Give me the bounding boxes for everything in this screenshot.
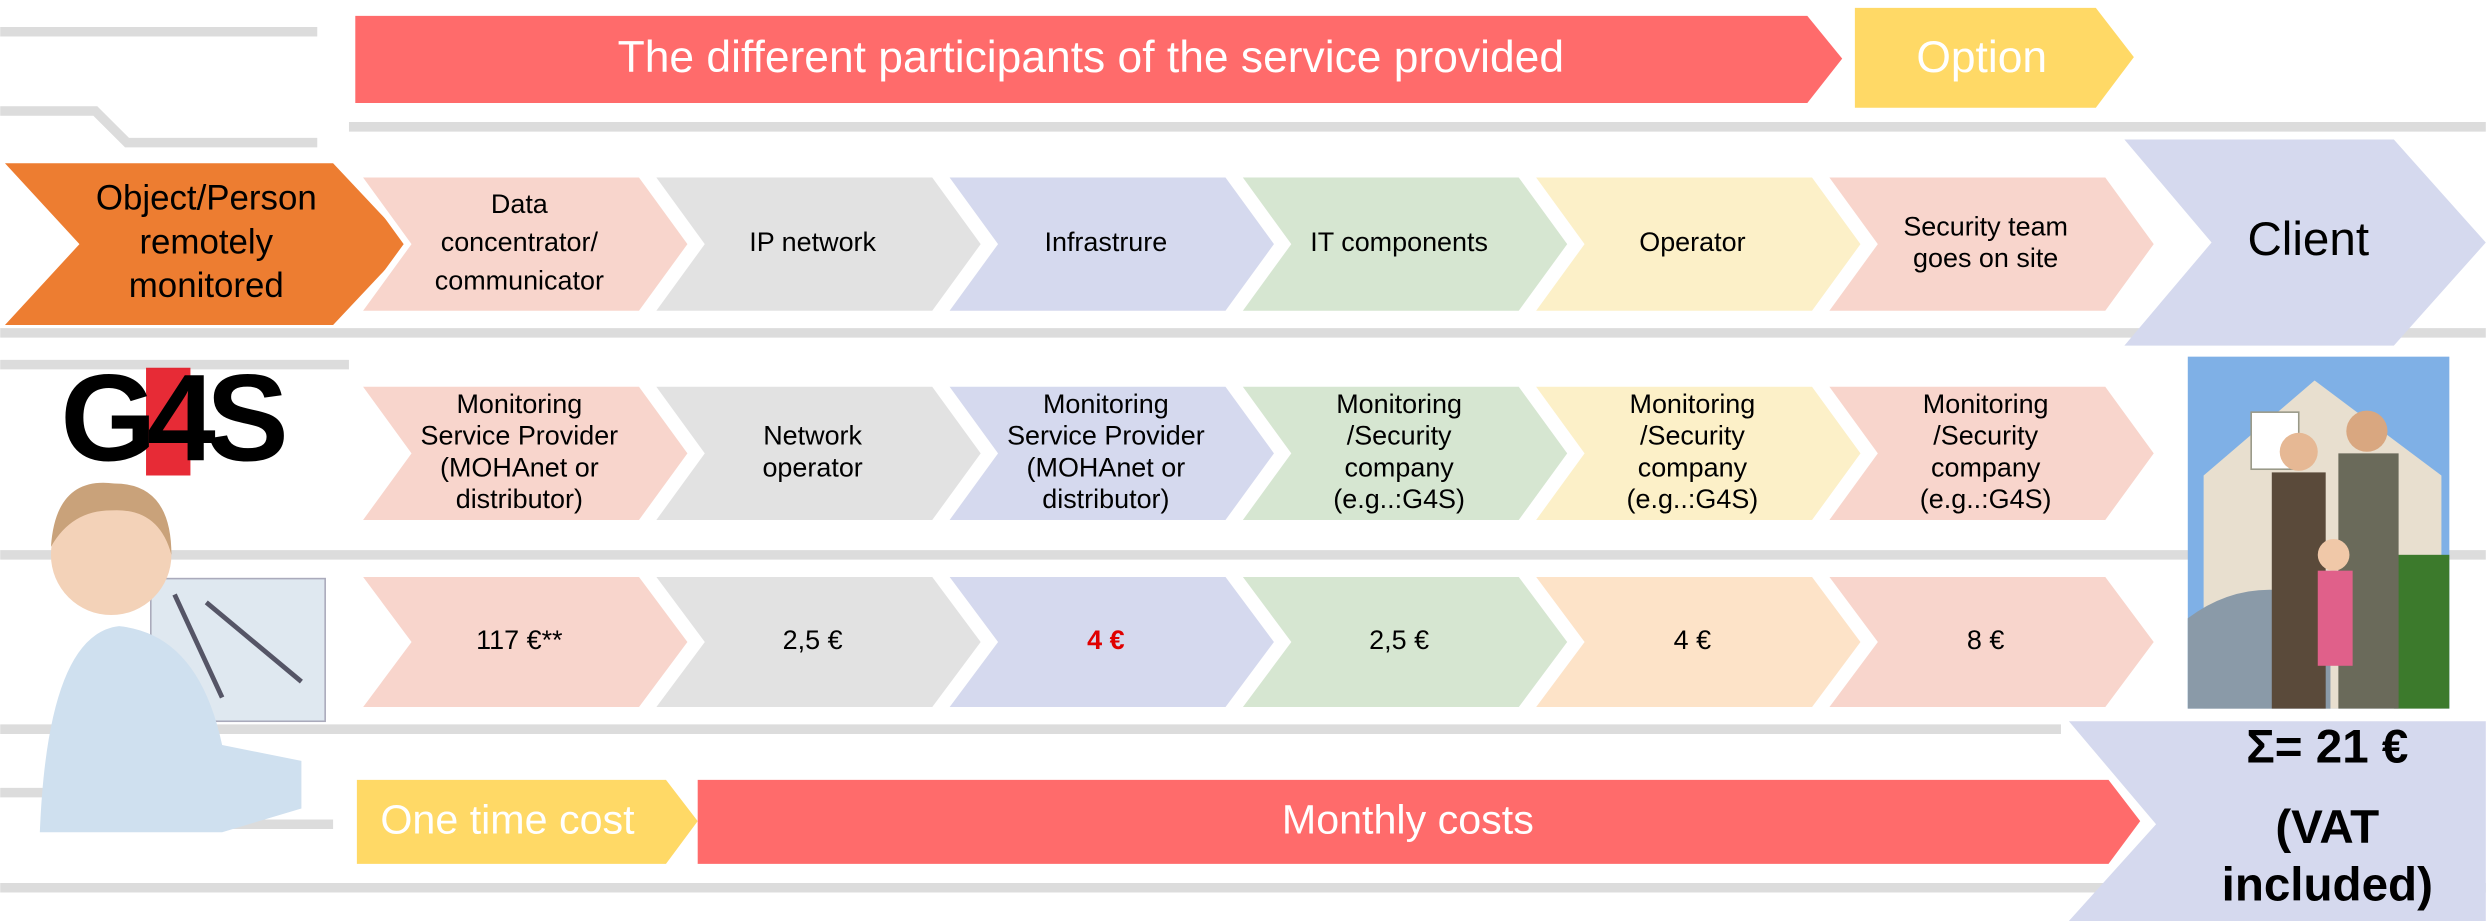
participant-label: Security team	[1903, 211, 2068, 241]
one-time-banner	[356, 779, 698, 864]
role-chevron	[350, 380, 696, 527]
participant-label: goes on site	[1913, 243, 2058, 273]
role-label: company	[1638, 452, 1748, 482]
cost-chevron	[1816, 570, 2162, 714]
cost-label: 117 €**	[476, 625, 563, 655]
cost-chevron	[643, 570, 989, 714]
circuit-background	[0, 26, 2486, 893]
role-label: Monitoring	[1336, 389, 1462, 419]
cost-label: 4 €	[1674, 625, 1711, 655]
option-label: Option	[1916, 33, 2047, 82]
source-label: Object/Person	[96, 179, 317, 218]
total-vat: included)	[2222, 858, 2433, 911]
participant-label: Data	[491, 189, 548, 219]
header-banner	[355, 15, 1843, 104]
cost-label: 4 €	[1087, 625, 1124, 655]
participant-chevron	[1523, 171, 1869, 318]
role-label: Service Provider	[421, 421, 619, 451]
participant-chevron	[350, 171, 696, 318]
cost-label: 2,5 €	[783, 625, 843, 655]
role-chevron	[1523, 380, 1869, 527]
participant-label: IT components	[1310, 227, 1488, 257]
role-label: distributor)	[456, 484, 583, 514]
monthly-label: Monthly costs	[1282, 797, 1534, 843]
participant-label: Operator	[1639, 227, 1745, 257]
option-banner	[1854, 7, 2134, 108]
cost-label: 2,5 €	[1369, 625, 1429, 655]
source-label: remotely	[139, 222, 273, 261]
role-label: /Security	[1933, 421, 2038, 451]
role-chevron	[643, 380, 989, 527]
role-label: company	[1931, 452, 2041, 482]
participant-label: communicator	[435, 265, 604, 295]
role-label: company	[1344, 452, 1454, 482]
role-label: Service Provider	[1007, 421, 1205, 451]
role-label: operator	[762, 452, 862, 482]
total-vat: (VAT	[2275, 801, 2379, 854]
role-label: (MOHAnet or	[1027, 452, 1186, 482]
role-label: /Security	[1347, 421, 1452, 451]
cost-chevron	[350, 570, 696, 714]
monthly-banner	[697, 779, 2141, 864]
logo-accent	[146, 367, 191, 476]
role-label: (e.g..:G4S)	[1333, 484, 1465, 514]
participant-chevron	[1230, 171, 1576, 318]
cost-label: 8 €	[1967, 625, 2004, 655]
role-label: /Security	[1640, 421, 1745, 451]
role-chevron	[1230, 380, 1576, 527]
cost-chevron	[1230, 570, 1576, 714]
participant-chevron	[1816, 171, 2162, 318]
client-photo	[2187, 356, 2450, 709]
participant-chevron	[937, 171, 1282, 318]
one-time-label: One time cost	[380, 797, 635, 843]
role-label: (e.g..:G4S)	[1920, 484, 2052, 514]
client-label: Client	[2247, 213, 2369, 266]
role-label: Monitoring	[1043, 389, 1169, 419]
source-chevron	[4, 163, 410, 325]
source-label: monitored	[129, 266, 284, 305]
role-label: Network	[763, 421, 862, 451]
client-chevron	[2124, 139, 2486, 346]
role-label: Monitoring	[1630, 389, 1756, 419]
total-sum: Σ= 21 €	[2246, 720, 2408, 773]
cost-chevron	[937, 570, 1282, 714]
participant-chevron	[643, 171, 989, 318]
total-block	[2068, 721, 2486, 921]
header-title: The different participants of the servic…	[618, 33, 1564, 82]
participant-label: Infrastrure	[1044, 227, 1167, 257]
role-label: Monitoring	[456, 389, 582, 419]
logo: G4S	[60, 350, 284, 488]
role-label: Monitoring	[1923, 389, 2049, 419]
participant-label: concentrator/	[441, 227, 599, 257]
cost-chevron	[1523, 570, 1869, 714]
operator-photo	[39, 482, 326, 833]
role-label: (MOHAnet or	[440, 452, 599, 482]
participant-label: IP network	[749, 227, 876, 257]
role-chevron	[937, 380, 1282, 527]
role-label: distributor)	[1042, 484, 1169, 514]
role-chevron	[1816, 380, 2162, 527]
role-label: (e.g..:G4S)	[1627, 484, 1759, 514]
